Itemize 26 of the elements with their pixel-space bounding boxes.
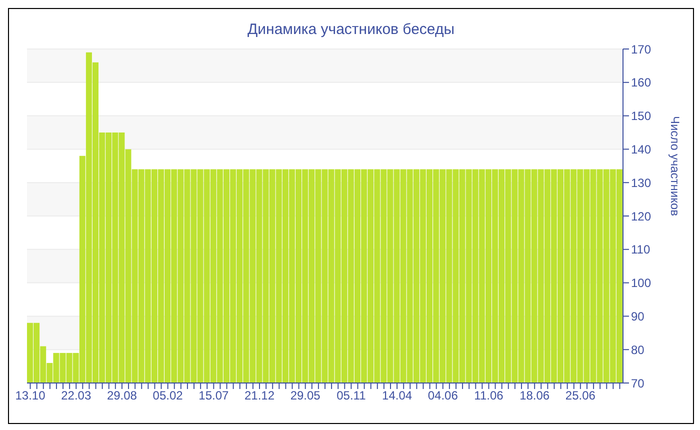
y-tick-label: 130	[631, 176, 652, 190]
y-tick-label: 170	[631, 42, 652, 56]
x-tick-label: 29.08	[106, 388, 138, 403]
x-tick-label: 15.07	[198, 388, 229, 403]
x-tick-label: 22.03	[61, 388, 92, 403]
y-tick-label: 150	[631, 109, 652, 124]
y-axis-title: Число участников	[668, 116, 682, 216]
y-tick-label: 140	[631, 142, 652, 156]
x-tick-label: 05.11	[336, 388, 366, 403]
x-tick-label: 21.12	[244, 388, 275, 403]
y-tick-label: 90	[631, 309, 645, 324]
y-tick-label: 80	[631, 342, 645, 357]
y-tick-label: 70	[631, 376, 645, 390]
y-tick-label: 160	[631, 76, 652, 90]
x-tick-label: 14.04	[382, 388, 412, 403]
chart-title: Динамика участников беседы	[246, 21, 456, 38]
x-tick-label: 18.06	[520, 388, 550, 403]
y-tick-label: 110	[631, 242, 650, 257]
x-tick-label: 04.06	[428, 388, 458, 403]
x-tick-label: 25.06	[565, 388, 596, 403]
x-tick-label: 11.06	[474, 388, 504, 403]
x-tick-label: 29.05	[290, 388, 321, 403]
y-tick-label: 120	[631, 209, 652, 224]
y-tick-label: 100	[631, 276, 652, 290]
x-tick-label: 05.02	[152, 388, 184, 403]
x-tick-label: 13.10	[15, 388, 46, 403]
